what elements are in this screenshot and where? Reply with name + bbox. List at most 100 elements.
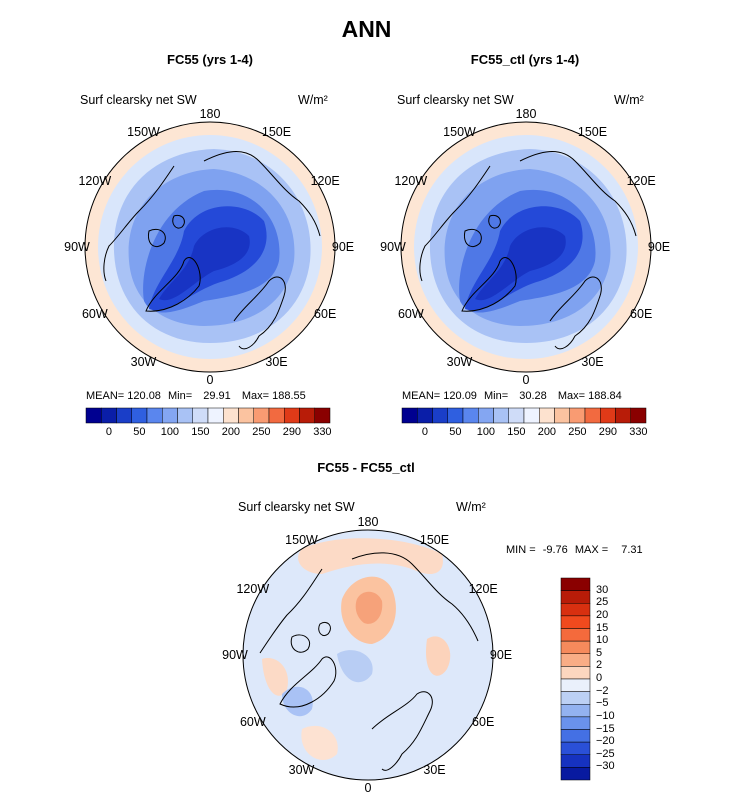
- panel3-colorbar: [560, 577, 591, 781]
- panel3-colorbar-tick: 2: [596, 659, 603, 672]
- panel3-colorbar-tick: 15: [596, 621, 609, 634]
- panel1-colorbar-swatch: [192, 407, 209, 424]
- panel2-colorbar-swatch: [630, 407, 647, 424]
- panel1-mean-label: MEAN=: [86, 390, 125, 402]
- panel3-colorbar-tick: 0: [596, 672, 603, 684]
- panel1-colorbar-swatch: [177, 407, 193, 424]
- panel3-colorbar-swatch: [560, 577, 591, 591]
- panel3-coastline-greenland: [279, 656, 337, 708]
- panel3-min-label: MIN =: [506, 544, 536, 556]
- panel2-polar-map: [400, 121, 652, 373]
- panel3-min-value: -9.76: [542, 544, 568, 556]
- panel2-mean-value: 120.09: [443, 390, 477, 402]
- panel1-colorbar-tick: 100: [160, 426, 180, 438]
- panel1-colorbar-tick: 150: [191, 426, 210, 438]
- panel1-lon-label: 150E: [261, 124, 292, 139]
- panel3-field-warm-top: [298, 538, 443, 574]
- panel3-colorbar-swatch: [560, 640, 591, 654]
- panel2-mean-label: MEAN=: [402, 390, 441, 402]
- panel3-colorbar-swatch: [560, 628, 591, 642]
- panel2-lon-label: 30W: [446, 355, 473, 370]
- panel3-max-label: MAX =: [574, 544, 609, 556]
- panel3-max-value: 7.31: [621, 544, 643, 556]
- panel3-colorbar-tick: 20: [596, 608, 609, 621]
- panel1-stats: MEAN= 120.08 Min= 29.91 Max= 188.55: [86, 390, 306, 402]
- panel3-units-label: W/m²: [456, 500, 486, 514]
- panel3-lon-label: 60W: [239, 714, 266, 729]
- panel1-lon-label: 30E: [265, 355, 288, 370]
- panel1-max-label: Max=: [241, 390, 270, 402]
- panel1-colorbar-swatch: [101, 407, 117, 424]
- panel2-colorbar-swatch: [417, 407, 433, 424]
- panel2-lon-label: 120W: [394, 173, 428, 188]
- panel2-variable-label: Surf clearsky net SW: [397, 93, 514, 107]
- panel1-colorbar-swatch: [85, 407, 102, 424]
- panel1-title: FC55 (yrs 1-4): [167, 52, 253, 67]
- panel2-coastline-greenland: [461, 257, 517, 312]
- panel2-lon-label: 150W: [443, 124, 476, 139]
- panel2-lon-label: 90E: [647, 240, 671, 254]
- panel3-lon-label: 90W: [222, 648, 248, 662]
- panel3-colorbar-tick: −10: [596, 709, 615, 722]
- figure-title: ANN: [341, 16, 392, 42]
- panel2-min-label: Min=: [484, 390, 509, 402]
- panel3-coastline-siberia: [351, 552, 479, 642]
- panel2-max-value: 188.84: [588, 390, 622, 402]
- panel2-map-border: [400, 121, 652, 373]
- panel1-colorbar-swatch: [238, 407, 254, 424]
- panel3-colorbar-swatch: [560, 767, 591, 781]
- panel3-title: FC55 - FC55_ctl: [317, 460, 415, 475]
- panel1-colorbar-swatch: [223, 407, 239, 424]
- panel3-colorbar-swatch: [560, 590, 591, 604]
- panel1-lon-label: 60W: [81, 306, 108, 321]
- panel2-coastline-siberia: [519, 151, 637, 237]
- panel1-colorbar-tick: 290: [282, 426, 302, 438]
- panel3-variable-label: Surf clearsky net SW: [238, 500, 355, 514]
- panel1-coastline-archipelago: [147, 214, 185, 247]
- panel3-stats: MIN = -9.76 MAX = 7.31: [506, 544, 643, 556]
- panel3-lon-label: 120E: [468, 581, 498, 596]
- panel3-field-cool-center: [337, 650, 373, 683]
- panel3-field-warm-south: [301, 725, 338, 760]
- panel3-colorbar-swatch: [560, 729, 591, 743]
- panel1-max-value: 188.55: [272, 390, 306, 402]
- panel3-colorbar-swatch: [560, 741, 591, 755]
- panel3-colorbar-swatch: [560, 704, 591, 718]
- panel3-colorbar-tick: −30: [596, 760, 615, 773]
- panel1-lon-label: 120W: [78, 173, 112, 188]
- panel3-lon-label: 60E: [472, 714, 495, 729]
- panel2-units-label: W/m²: [614, 93, 644, 107]
- panel3-lon-label: 90E: [489, 648, 513, 662]
- panel2-field-core: [475, 227, 566, 301]
- panel3-colorbar-swatch: [560, 603, 591, 617]
- panel1-colorbar-swatch: [253, 407, 270, 424]
- panel1-colorbar-tick: 50: [133, 426, 146, 438]
- panel1-lon-label: 90E: [331, 240, 355, 254]
- panel1-lon-label: 180: [199, 107, 221, 121]
- panel1-lon-label: 90W: [64, 240, 90, 254]
- panel2-lon-label: 30E: [581, 355, 604, 370]
- panel2-colorbar-swatch: [478, 407, 494, 424]
- panel1-min-value: 29.91: [203, 390, 231, 402]
- panel2-colorbar-swatch: [615, 407, 631, 424]
- panel3-colorbar-tick: 30: [596, 583, 609, 596]
- panel1-variable-label: Surf clearsky net SW: [80, 93, 197, 107]
- panel3-field-warm-east: [426, 636, 451, 676]
- panel2-colorbar-tick: 150: [507, 426, 526, 438]
- panel3-coastline-eurasia: [371, 691, 433, 771]
- panel3-colorbar-swatch: [560, 716, 591, 730]
- panel2-colorbar-swatch: [401, 407, 418, 424]
- panel3-colorbar-tick: −15: [596, 722, 615, 735]
- panel1-colorbar-swatch: [116, 407, 132, 424]
- panel3-colorbar-swatch: [560, 615, 591, 629]
- panel1-colorbar-swatch: [162, 407, 178, 424]
- panel2-lon-label: 90W: [380, 240, 406, 254]
- panel2-lon-label: 60E: [630, 306, 653, 321]
- panel1-min-label: Min=: [168, 390, 193, 402]
- panel1-coastline-greenland: [145, 257, 201, 312]
- panel1-coastline-siberia: [203, 151, 321, 237]
- panel1-colorbar-swatch: [299, 407, 315, 424]
- panel3-coastline-america: [259, 568, 323, 654]
- panel2-colorbar-tick: 200: [537, 426, 557, 438]
- panel1-coastline-america: [103, 165, 175, 282]
